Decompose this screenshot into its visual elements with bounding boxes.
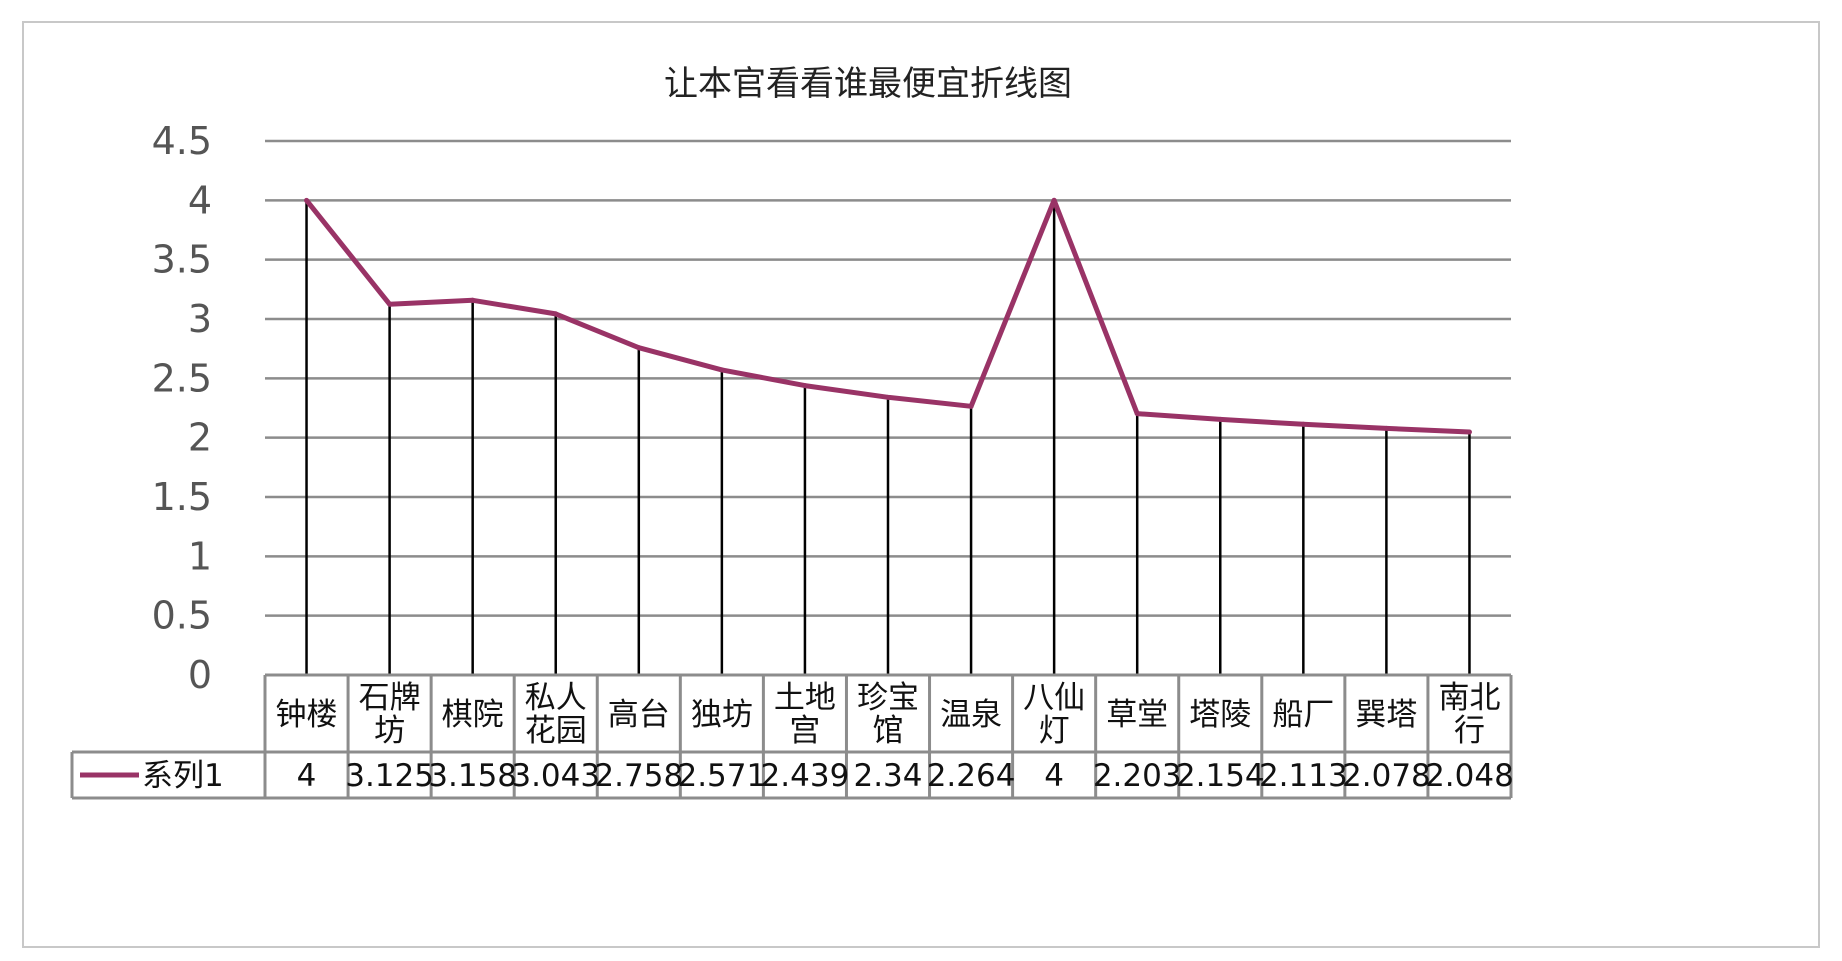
data-point bbox=[719, 367, 725, 373]
category-label: 灯 bbox=[1039, 713, 1070, 749]
y-tick-label: 1.5 bbox=[152, 475, 212, 519]
data-point bbox=[885, 394, 891, 400]
y-tick-label: 3 bbox=[188, 297, 212, 341]
data-value-label: 3.043 bbox=[511, 758, 600, 794]
legend-label: 系列1 bbox=[142, 758, 224, 794]
category-label: 南北 bbox=[1438, 680, 1500, 716]
chart-title: 让本官看看谁最便宜折线图 bbox=[664, 64, 1072, 104]
category-label: 私人 bbox=[525, 680, 587, 716]
category-label: 珍宝 bbox=[857, 680, 919, 716]
y-tick-label: 2.5 bbox=[152, 356, 212, 400]
category-label: 行 bbox=[1454, 713, 1485, 749]
line-chart: 让本官看看谁最便宜折线图 0 0.5 1 1.5 2 2.5 3 3.5 4 4.5 钟楼 石牌坊 棋… bbox=[70, 64, 1514, 800]
data-point bbox=[1466, 429, 1472, 435]
category-label: 土地 bbox=[774, 680, 836, 716]
y-tick-label: 0 bbox=[188, 653, 212, 697]
data-point bbox=[802, 383, 808, 389]
data-point bbox=[387, 301, 393, 307]
category-label: 馆 bbox=[873, 713, 904, 749]
data-point bbox=[470, 297, 476, 303]
category-label: 坊 bbox=[374, 713, 405, 749]
data-point bbox=[304, 197, 310, 203]
y-tick-label: 0.5 bbox=[152, 594, 212, 638]
category-label: 宫 bbox=[789, 713, 820, 749]
category-label: 高台 bbox=[608, 697, 670, 733]
data-point bbox=[968, 403, 974, 409]
y-tick-label: 3.5 bbox=[152, 238, 212, 282]
data-value-label: 2.048 bbox=[1425, 758, 1514, 794]
category-label: 温泉 bbox=[940, 697, 1002, 733]
y-tick-label: 4.5 bbox=[152, 119, 212, 163]
data-value-label: 4 bbox=[1044, 758, 1064, 794]
category-label: 塔陵 bbox=[1189, 697, 1251, 733]
data-point bbox=[553, 311, 559, 317]
category-label: 钟楼 bbox=[276, 697, 338, 733]
data-value-label: 2.154 bbox=[1176, 758, 1265, 794]
data-value-label: 2.439 bbox=[761, 758, 850, 794]
category-label: 巽塔 bbox=[1355, 697, 1417, 733]
chart-frame: 让本官看看谁最便宜折线图 0 0.5 1 1.5 2 2.5 3 3.5 4 4.5 钟楼 石牌坊 棋… bbox=[22, 21, 1820, 948]
data-value-label: 2.758 bbox=[594, 758, 683, 794]
category-label: 草堂 bbox=[1106, 697, 1168, 733]
data-value-label: 2.203 bbox=[1093, 758, 1182, 794]
y-tick-label: 2 bbox=[188, 416, 212, 460]
category-label: 独坊 bbox=[691, 697, 753, 733]
category-label: 棋院 bbox=[442, 697, 504, 733]
data-value-label: 2.113 bbox=[1259, 758, 1348, 794]
data-point bbox=[636, 345, 642, 351]
data-point bbox=[1134, 411, 1140, 417]
category-label: 花园 bbox=[525, 713, 587, 749]
data-value-label: 2.078 bbox=[1342, 758, 1431, 794]
category-label: 船厂 bbox=[1272, 697, 1334, 733]
data-value-label: 2.264 bbox=[927, 758, 1016, 794]
data-value-label: 2.571 bbox=[677, 758, 766, 794]
data-value-label: 3.125 bbox=[345, 758, 434, 794]
data-value-label: 2.34 bbox=[853, 758, 922, 794]
data-value-label: 3.158 bbox=[428, 758, 517, 794]
data-point bbox=[1300, 421, 1306, 427]
category-label: 石牌 bbox=[359, 680, 421, 716]
category-label: 八仙 bbox=[1023, 680, 1085, 716]
y-tick-label: 4 bbox=[188, 178, 212, 222]
y-tick-label: 1 bbox=[188, 534, 212, 578]
data-point bbox=[1383, 425, 1389, 431]
data-point bbox=[1051, 197, 1057, 203]
data-value-label: 4 bbox=[297, 758, 317, 794]
data-point bbox=[1217, 416, 1223, 422]
